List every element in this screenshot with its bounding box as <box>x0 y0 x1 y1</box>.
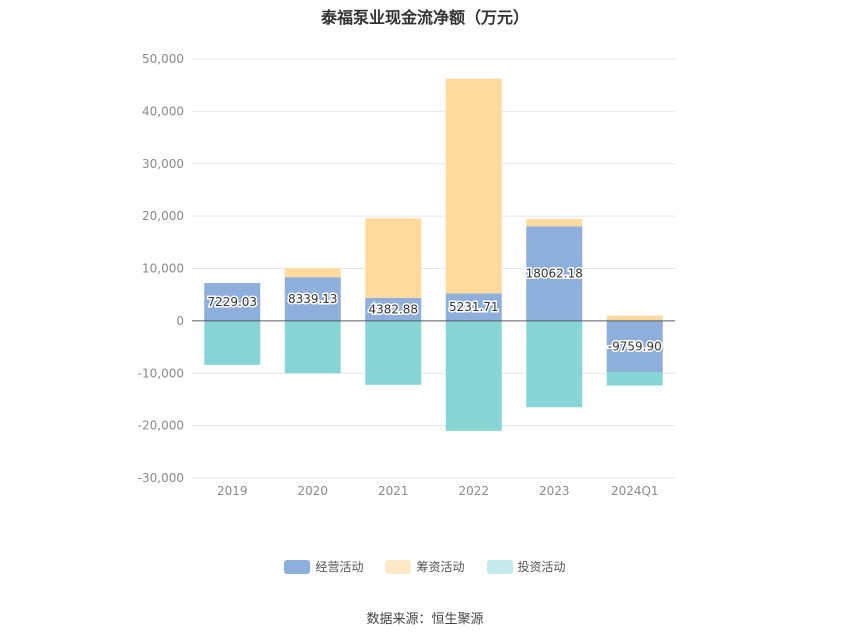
bar-operating-2024Q1 <box>606 320 663 372</box>
bar-operating-2021 <box>365 297 422 321</box>
bar-investing-2020 <box>284 320 341 374</box>
y-tick-label: 20,000 <box>142 209 184 223</box>
y-tick-label: -10,000 <box>138 366 184 380</box>
x-tick-label: 2019 <box>217 484 248 498</box>
chart-title: 泰福泵业现金流净额（万元） <box>320 8 529 27</box>
data-label: 18062.18 <box>526 267 583 281</box>
bar-operating-2023 <box>526 226 583 321</box>
y-tick-label: 10,000 <box>142 262 184 276</box>
source-note: 数据来源：恒生聚源 <box>366 612 484 627</box>
x-tick-label: 2021 <box>378 484 409 498</box>
legend-item-operating[interactable]: 经营活动 <box>284 558 363 575</box>
data-label: 4382.88 <box>368 302 418 316</box>
bar-operating-2020 <box>284 277 341 321</box>
bar-operating-2019 <box>204 283 261 321</box>
bar-investing-2022 <box>445 320 502 431</box>
data-label: -9759.90 <box>608 339 662 353</box>
y-tick-label: 30,000 <box>142 157 184 171</box>
legend-label-investing: 投资活动 <box>517 560 566 574</box>
y-tick-label: 50,000 <box>142 52 184 66</box>
y-tick-label: -20,000 <box>138 419 184 433</box>
bar-investing-2024Q1 <box>606 371 663 386</box>
x-tick-label: 2024Q1 <box>611 484 659 498</box>
y-tick-label: -30,000 <box>138 471 184 485</box>
bar-investing-2021 <box>365 320 422 385</box>
legend-swatch-investing <box>486 559 513 574</box>
y-tick-label: 40,000 <box>142 104 184 118</box>
x-tick-label: 2020 <box>297 484 328 498</box>
data-label: 5231.71 <box>449 300 499 314</box>
bar-investing-2019 <box>204 321 261 365</box>
data-labels: 7229.03 8339.13 4382.88 5231.71 18062.18 -975… <box>206 265 663 355</box>
legend-swatch-operating <box>284 559 311 574</box>
x-tick-label: 2023 <box>539 484 570 498</box>
x-axis-ticks: 2019 2020 2021 2022 2023 2024Q1 <box>217 484 659 498</box>
grid-lines <box>192 58 675 479</box>
bar-financing-2021 <box>365 218 422 298</box>
bar-operating-2022 <box>445 293 502 321</box>
legend-label-operating: 经营活动 <box>315 560 364 574</box>
y-axis-ticks: -30,000 -20,000 -10,000 0 10,000 20,000 30,000… <box>138 52 184 485</box>
bar-financing-2023 <box>526 218 583 227</box>
legend-item-investing[interactable]: 投资活动 <box>486 558 566 575</box>
bars <box>204 78 663 431</box>
legend-item-financing[interactable]: 筹资活动 <box>385 558 465 575</box>
data-label: 7229.03 <box>207 295 257 309</box>
data-label: 8339.13 <box>288 292 338 306</box>
y-tick-label: 0 <box>176 314 184 328</box>
bar-financing-2022 <box>445 78 502 294</box>
legend-label-financing: 筹资活动 <box>416 560 465 574</box>
bar-financing-2024Q1 <box>606 315 663 321</box>
bar-financing-2020 <box>284 268 341 278</box>
legend: 经营活动 筹资活动 投资活动 <box>0 558 850 575</box>
legend-swatch-financing <box>385 559 412 574</box>
x-tick-label: 2022 <box>458 484 489 498</box>
bar-investing-2023 <box>526 320 583 408</box>
